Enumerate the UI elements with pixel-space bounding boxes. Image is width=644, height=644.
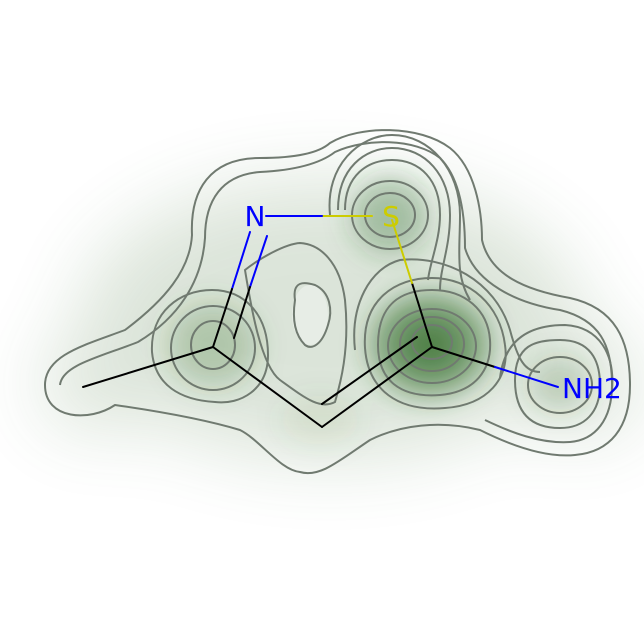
- atom-labels: N S NH2: [245, 200, 622, 405]
- bond-c2-s-colored: [391, 219, 413, 284]
- bond-c5-c2: [321, 346, 433, 428]
- bond-methyl-c4: [82, 346, 214, 388]
- bond-c2-nh2-black: [431, 346, 496, 368]
- bond-n-c4-blue: [231, 231, 251, 290]
- atom-label-nh2: NH2: [562, 372, 622, 405]
- outer-contour: [43, 129, 632, 475]
- bonds: [82, 215, 559, 428]
- bond-n-c4-double-blue: [249, 235, 268, 288]
- atom-label-s: S: [382, 200, 400, 233]
- density-contours: [43, 129, 632, 475]
- bond-n-c4-double-black: [233, 286, 251, 339]
- bond-c4-c5: [212, 346, 323, 428]
- bond-n-c4-black: [212, 288, 233, 348]
- bond-c2-nh2-blue: [494, 366, 559, 388]
- bond-c5-c2-double: [321, 336, 418, 405]
- bond-c2-s: [411, 282, 433, 348]
- atom-label-n: N: [245, 200, 266, 233]
